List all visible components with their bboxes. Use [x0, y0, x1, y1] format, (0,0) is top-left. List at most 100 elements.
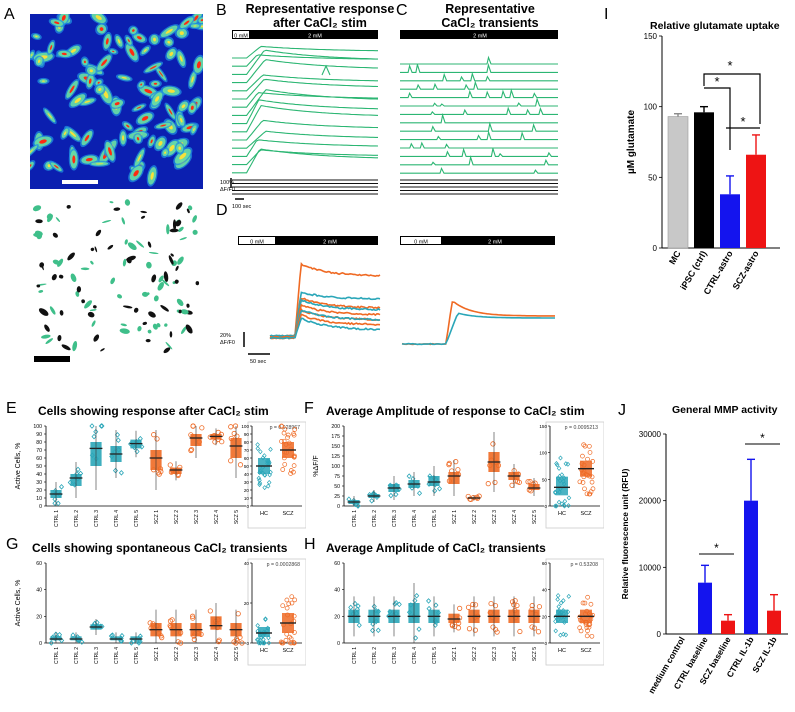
y-tick-label: 25 — [334, 494, 340, 500]
x-tick-label: CTRL 5 — [432, 647, 438, 664]
data-point — [115, 437, 121, 444]
panel-g-title: Cells showing spontaneous CaCl₂ transien… — [32, 541, 288, 555]
cell-blob — [49, 160, 64, 173]
x-tick-label: SCZ 5 — [532, 647, 538, 661]
cell-blob — [80, 56, 90, 68]
data-point — [151, 432, 157, 438]
data-point — [449, 623, 456, 629]
segmented-cell — [117, 294, 123, 299]
data-point — [433, 602, 439, 608]
group-point — [585, 594, 590, 600]
traces-d: 0 mM 2 mM 0 mM 2 mM 20% ΔF/F0 50 sec — [220, 236, 555, 365]
y-tick-label: 0 — [337, 504, 340, 510]
segmented-cell — [151, 274, 157, 283]
segmented-cell — [170, 253, 174, 257]
group-point — [282, 426, 288, 432]
x-tick-label: MC — [667, 249, 683, 267]
data-point — [453, 459, 459, 465]
data-point — [488, 600, 494, 607]
group-point — [559, 472, 565, 478]
segmented-cell — [165, 341, 173, 350]
significance-star: * — [714, 74, 719, 89]
trace-c-transient — [400, 62, 558, 73]
group-y-tick-label: 30 — [244, 480, 250, 485]
data-point — [393, 600, 399, 606]
x-tick-label: SCZ 5 — [234, 647, 240, 661]
segmented-cell — [169, 228, 179, 233]
group-point — [581, 442, 586, 448]
x-tick-label: SCZ 5 — [234, 510, 240, 524]
group-y-tick-label: 100 — [539, 451, 547, 456]
p-value: p = 0.0095213 — [565, 425, 598, 431]
segmented-cell — [168, 255, 174, 265]
data-point — [490, 624, 496, 630]
data-point — [466, 626, 473, 632]
cell-blob — [121, 120, 134, 132]
cell-blob — [174, 27, 189, 39]
cell-blob — [95, 53, 113, 72]
data-point — [514, 602, 520, 609]
cell-blob — [188, 22, 202, 30]
segmented-cell — [32, 205, 42, 212]
group-point — [554, 462, 560, 468]
data-point — [191, 636, 197, 643]
segmented-cell — [192, 229, 198, 235]
y-axis-label: Active Cells, % — [15, 443, 22, 490]
segmented-cell — [172, 219, 177, 231]
group-point — [561, 631, 566, 637]
group-y-tick-label: 40 — [542, 588, 548, 593]
data-point — [465, 604, 472, 610]
scale-bar — [34, 356, 70, 362]
trace-b-response — [232, 59, 379, 84]
group-point — [285, 432, 291, 438]
trace-b-response — [232, 92, 379, 108]
stim-two-label-c: 2 mM — [473, 34, 487, 40]
y-tick-label: 0 — [337, 641, 340, 647]
group-point — [554, 503, 559, 509]
group-point — [261, 640, 267, 646]
group-point — [266, 635, 271, 641]
cell-blob — [177, 99, 190, 113]
data-point — [412, 597, 418, 604]
trace-c-transient — [400, 55, 558, 65]
trace-b-response — [232, 119, 379, 141]
group-point — [566, 503, 571, 509]
data-point — [190, 423, 196, 429]
segmented-cell — [67, 252, 75, 261]
segmented-cell — [192, 215, 197, 223]
segmented-cell — [145, 339, 151, 343]
segmented-cell — [38, 290, 44, 293]
segmented-cell — [93, 305, 97, 309]
segmented-cell — [57, 334, 62, 342]
group-point — [279, 439, 284, 444]
segmented-cell — [163, 347, 171, 354]
cell-blob — [48, 18, 65, 28]
group-point — [565, 461, 571, 467]
cell-blob — [128, 25, 139, 36]
cell-blob — [175, 141, 185, 155]
trace-b-response — [232, 45, 378, 59]
x-tick-label: CTRL 4 — [412, 647, 418, 664]
data-point — [128, 640, 134, 646]
data-point — [216, 637, 222, 643]
group-y-tick-label: 50 — [542, 477, 548, 482]
group-label: HC — [558, 648, 566, 654]
group-point — [288, 640, 293, 646]
y-tick-label: 10000 — [639, 563, 662, 572]
bar — [698, 582, 712, 634]
y-tick-label: 30 — [36, 480, 42, 486]
y-tick-label: 100 — [644, 103, 658, 112]
x-tick-label: SCZ 4 — [214, 647, 220, 661]
cell-blob — [192, 54, 203, 75]
group-point — [255, 442, 260, 448]
data-point — [432, 488, 438, 494]
group-label: SCZ — [581, 648, 593, 654]
data-point — [232, 423, 239, 429]
data-point — [529, 603, 535, 609]
trace-b-response — [232, 139, 379, 157]
p-value: p = 0.0002868 — [267, 562, 300, 568]
segmented-cell — [124, 239, 128, 245]
data-point — [228, 424, 234, 430]
segmented-cell — [141, 291, 149, 297]
group-point — [256, 640, 262, 646]
